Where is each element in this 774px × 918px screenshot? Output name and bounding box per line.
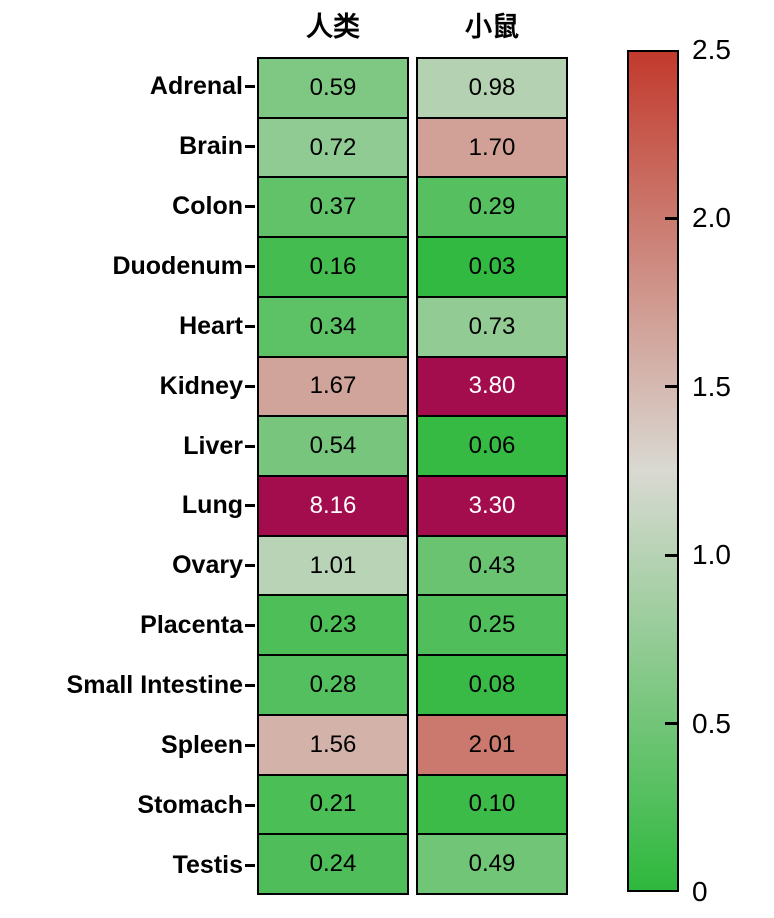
colorbar-tick-mark xyxy=(664,385,677,389)
heatmap-cell: 0.21 xyxy=(258,774,408,835)
row-tick-mark xyxy=(245,624,255,628)
column-header-2: 小鼠 xyxy=(465,11,519,42)
heatmap-cell: 1.56 xyxy=(258,714,408,775)
colorbar-tick-label: 0 xyxy=(692,876,708,907)
heatmap-cell: 0.06 xyxy=(417,416,567,477)
row-label-lung: Lung xyxy=(181,491,243,520)
heatmap-cell: 0.24 xyxy=(258,834,408,895)
heatmap-cell: 0.73 xyxy=(417,296,567,357)
heatmap-cell: 8.16 xyxy=(258,476,408,536)
row-tick-mark xyxy=(245,564,255,568)
row-tick-mark xyxy=(245,743,255,747)
row-label-stomach: Stomach xyxy=(137,790,243,819)
heatmap-cell: 0.43 xyxy=(417,535,567,596)
heatmap-cell: 0.08 xyxy=(417,655,567,715)
row-label-adrenal: Adrenal xyxy=(149,72,243,101)
heatmap-cell: 0.98 xyxy=(417,58,567,118)
row-tick-mark xyxy=(245,444,255,448)
heatmap-cell: 0.49 xyxy=(417,834,567,895)
row-label-ovary: Ovary xyxy=(172,551,243,580)
colorbar-tick-mark xyxy=(664,216,677,220)
row-label-placenta: Placenta xyxy=(140,611,243,640)
heatmap-cell: 0.54 xyxy=(258,416,408,477)
heatmap-column-1: 0.59 0.72 0.37 0.16 0.34 1.67 0.54 8.16 1.01 0.23… xyxy=(257,57,409,895)
row-label-kidney: Kidney xyxy=(159,371,243,400)
row-tick-mark xyxy=(245,863,255,867)
row-label-spleen: Spleen xyxy=(161,730,243,759)
colorbar-tick-label: 2.0 xyxy=(692,202,731,234)
heatmap-cell: 0.25 xyxy=(417,595,567,656)
row-label-colon: Colon xyxy=(172,192,243,221)
colorbar-tick-label: 1.0 xyxy=(692,539,731,571)
colorbar-tick-mark xyxy=(664,553,677,557)
heatmap-cell: 0.03 xyxy=(417,237,567,297)
colorbar-tick-label: 2.5 xyxy=(692,34,731,65)
heatmap-cell: 0.34 xyxy=(258,296,408,357)
heatmap-cell: 3.80 xyxy=(417,356,567,417)
heatmap-cell: 3.30 xyxy=(417,476,567,536)
colorbar-gradient xyxy=(627,50,679,892)
heatmap-cell: 0.16 xyxy=(258,237,408,297)
colorbar-tick-mark xyxy=(664,722,677,726)
heatmap-column-2: 0.98 1.70 0.29 0.03 0.73 3.80 0.06 3.30 0.43 0.25… xyxy=(416,57,568,895)
row-tick-mark xyxy=(245,205,255,209)
row-tick-mark xyxy=(245,684,255,687)
row-label-brain: Brain xyxy=(179,132,243,161)
heatmap-cell: 0.10 xyxy=(417,774,567,835)
heatmap-cell: 0.29 xyxy=(417,177,567,238)
heatmap-cell: 0.23 xyxy=(258,595,408,656)
row-tick-mark xyxy=(245,265,255,268)
row-tick-mark xyxy=(245,324,255,328)
heatmap-cell: 1.67 xyxy=(258,356,408,417)
row-label-heart: Heart xyxy=(179,311,243,340)
row-tick-mark xyxy=(245,803,255,807)
heatmap-cell: 0.37 xyxy=(258,177,408,238)
row-tick-mark xyxy=(245,85,255,89)
row-label-duodenum: Duodenum xyxy=(112,251,243,280)
heatmap-cell: 1.70 xyxy=(417,117,567,178)
row-label-small-intestine: Small Intestine xyxy=(66,670,243,699)
heatmap-cell: 0.28 xyxy=(258,655,408,715)
heatmap-cell: 0.59 xyxy=(258,58,408,118)
row-tick-mark xyxy=(245,145,255,149)
row-tick-mark xyxy=(245,384,255,388)
row-label-liver: Liver xyxy=(183,431,243,460)
row-label-testis: Testis xyxy=(172,850,243,879)
heatmap-cell: 2.01 xyxy=(417,714,567,775)
colorbar-tick-label: 0.5 xyxy=(692,707,731,739)
row-tick-mark xyxy=(245,504,255,508)
heatmap-cell: 1.01 xyxy=(258,535,408,596)
heatmap-cell: 0.72 xyxy=(258,117,408,178)
column-header-1: 人类 xyxy=(306,11,360,42)
colorbar-tick-label: 1.5 xyxy=(692,370,731,402)
